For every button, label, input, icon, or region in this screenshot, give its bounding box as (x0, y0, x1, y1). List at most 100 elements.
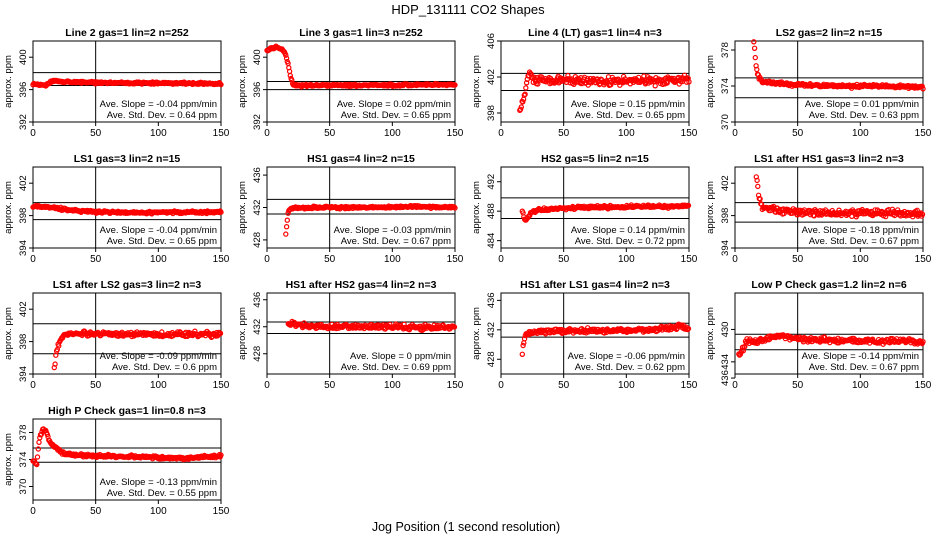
panel-5: LS1 gas=3 lin=2 n=15 0 50 100 150 394 398 402 ap… (3, 153, 230, 265)
y-tick-label: 400 (18, 49, 29, 65)
data-point (565, 72, 571, 79)
y-tick-label: 398 (486, 105, 497, 121)
y-tick-label: 406 (486, 33, 497, 49)
y-tick-label: 396 (252, 82, 263, 98)
data-series (285, 318, 458, 333)
x-tick-label: 100 (150, 380, 167, 391)
figure-title: HDP_131111 CO2 Shapes (391, 2, 545, 17)
data-point (535, 81, 541, 87)
data-point (910, 213, 916, 220)
data-point (218, 81, 224, 88)
data-point (35, 446, 42, 452)
slope-annotation: Ave. Slope = -0.09 ppm/min (100, 351, 217, 362)
std-dev-annotation: Ave. Std. Dev. = 0.6 ppm (112, 362, 217, 373)
y-tick-label: 402 (18, 301, 29, 317)
std-dev-annotation: Ave. Std. Dev. = 0.65 ppm (575, 110, 685, 121)
std-dev-annotation: Ave. Std. Dev. = 0.64 ppm (107, 110, 217, 121)
y-tick-label: 394 (18, 366, 29, 382)
x-tick-label: 50 (324, 254, 336, 265)
data-point (217, 330, 224, 336)
data-point (520, 342, 526, 349)
y-tick-label: 436 (252, 167, 263, 183)
data-point (520, 99, 526, 105)
data-point (754, 66, 760, 73)
std-dev-annotation: Ave. Std. Dev. = 0.65 ppm (107, 236, 217, 247)
data-point (522, 91, 528, 97)
y-tick-label: 392 (18, 114, 29, 130)
data-point (914, 207, 920, 213)
panel-title: High P Check gas=1 lin=0.8 n=3 (48, 405, 206, 417)
y-tick-label: 402 (18, 175, 29, 191)
data-point (685, 75, 691, 82)
x-tick-label: 100 (384, 128, 401, 139)
x-tick-label: 0 (30, 254, 36, 265)
y-axis-label: approx. ppm (705, 307, 716, 360)
x-tick-label: 150 (447, 380, 464, 391)
panel-4: LS2 gas=2 lin=2 n=15 0 50 100 150 370 374 378 ap… (705, 27, 932, 139)
data-point (519, 351, 526, 357)
data-point (919, 83, 925, 90)
data-point (920, 339, 926, 345)
y-tick-label: 378 (18, 425, 29, 441)
y-tick-label: 430 (720, 322, 731, 338)
data-point (284, 217, 290, 223)
x-tick-label: 50 (324, 128, 336, 139)
slope-annotation: Ave. Slope = 0.14 ppm/min (571, 225, 685, 236)
panel-2: Line 3 gas=1 lin=3 n=252 0 50 100 150 392 396 4… (237, 27, 464, 139)
y-tick-label: 436 (720, 370, 731, 386)
y-tick-label: 432 (252, 319, 263, 335)
x-tick-label: 0 (264, 380, 270, 391)
data-point (685, 325, 692, 332)
panel-7: HS2 gas=5 lin=2 n=15 0 50 100 150 484 488 492 ap… (471, 153, 698, 265)
data-point (685, 202, 692, 209)
y-tick-label: 432 (486, 322, 497, 338)
data-point (38, 431, 45, 438)
panel-1: Line 2 gas=1 lin=2 n=252 0 50 100 150 392 396 4… (3, 27, 230, 139)
data-point (523, 85, 529, 91)
panel-title: Low P Check gas=1.2 lin=2 n=6 (751, 279, 906, 291)
x-tick-label: 150 (213, 506, 230, 517)
panel-title: Line 2 gas=1 lin=2 n=252 (65, 27, 189, 39)
panel-3: Line 4 (LT) gas=1 lin=4 n=3 0 50 100 150 398 4… (471, 27, 698, 139)
y-tick-label: 434 (720, 354, 731, 370)
data-point (919, 211, 926, 217)
panel-title: HS2 gas=5 lin=2 n=15 (541, 153, 649, 165)
x-tick-label: 50 (792, 254, 804, 265)
std-dev-annotation: Ave. Std. Dev. = 0.65 ppm (341, 110, 451, 121)
panel-title: HS1 after HS2 gas=4 lin=2 n=3 (286, 279, 437, 291)
x-tick-label: 0 (498, 380, 504, 391)
y-tick-label: 428 (252, 346, 263, 362)
data-series (30, 202, 224, 217)
x-tick-label: 100 (852, 380, 869, 391)
std-dev-annotation: Ave. Std. Dev. = 0.67 ppm (809, 236, 919, 247)
data-point (34, 461, 40, 468)
y-tick-label: 392 (252, 114, 263, 130)
y-tick-label: 398 (18, 208, 29, 224)
x-tick-label: 150 (681, 380, 698, 391)
y-tick-label: 492 (486, 174, 497, 190)
std-dev-annotation: Ave. Std. Dev. = 0.63 ppm (809, 110, 919, 121)
y-axis-label: approx. ppm (3, 181, 14, 234)
x-tick-label: 100 (384, 254, 401, 265)
panel-10: HS1 after HS2 gas=4 lin=2 n=3 0 50 100 150 42… (237, 279, 464, 391)
y-tick-label: 436 (252, 292, 263, 308)
data-series (751, 39, 926, 92)
y-tick-label: 488 (486, 203, 497, 219)
plot-frame (500, 292, 690, 375)
y-tick-label: 436 (486, 292, 497, 308)
x-tick-label: 0 (264, 254, 270, 265)
x-tick-label: 50 (90, 506, 102, 517)
slope-annotation: Ave. Slope = -0.13 ppm/min (100, 477, 217, 488)
panel-title: LS1 after LS2 gas=3 lin=2 n=3 (53, 279, 202, 291)
y-axis-label: approx. ppm (471, 307, 482, 360)
y-axis-label: approx. ppm (3, 55, 14, 108)
x-tick-label: 150 (447, 254, 464, 265)
panel-12: Low P Check gas=1.2 lin=2 n=6 0 50 100 150 43… (705, 279, 932, 391)
x-tick-label: 0 (732, 128, 738, 139)
x-tick-label: 150 (213, 380, 230, 391)
data-point (283, 231, 289, 237)
panel-9: LS1 after LS2 gas=3 lin=2 n=3 0 50 100 150 39… (3, 279, 230, 391)
y-tick-label: 402 (486, 69, 497, 85)
y-tick-label: 484 (486, 233, 497, 249)
